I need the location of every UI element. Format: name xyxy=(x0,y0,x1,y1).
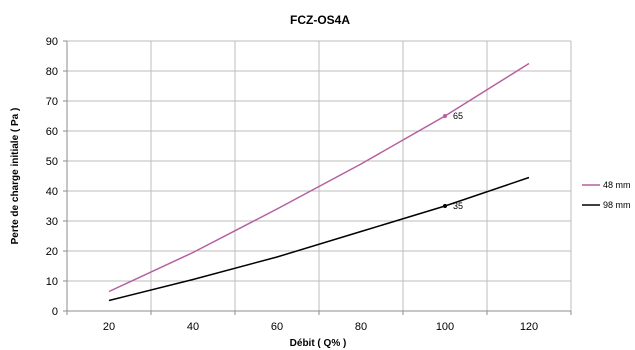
data-label: 65 xyxy=(453,111,463,121)
series-line-1 xyxy=(108,62,530,293)
data-label: 35 xyxy=(453,201,463,211)
series-lines xyxy=(108,62,530,302)
x-tick-label: 80 xyxy=(355,321,367,333)
legend-label: 48 mm xyxy=(603,180,631,190)
x-tick-label: 60 xyxy=(271,321,283,333)
y-tick-label: 80 xyxy=(46,66,58,78)
x-tick-label: 100 xyxy=(436,321,454,333)
legend-label: 98 mm xyxy=(603,200,631,210)
y-tick-label: 0 xyxy=(52,306,58,318)
y-tick-label: 70 xyxy=(46,96,58,108)
x-tick-label: 120 xyxy=(520,321,538,333)
y-tick-label: 20 xyxy=(46,246,58,258)
y-tick-label: 50 xyxy=(46,156,58,168)
x-tick-label: 40 xyxy=(187,321,199,333)
x-tick-labels: 20 40 60 80 100 120 xyxy=(103,321,538,333)
y-tick-label: 90 xyxy=(46,36,58,48)
y-tick-label: 40 xyxy=(46,186,58,198)
x-tick-label: 20 xyxy=(103,321,115,333)
series-line-2 xyxy=(108,176,530,302)
data-point-marker xyxy=(443,114,447,118)
data-point-marker xyxy=(443,204,447,208)
y-tick-labels: 0 10 20 30 40 50 60 70 80 90 xyxy=(46,36,58,318)
data-labels: 65 35 xyxy=(453,111,463,211)
legend: 48 mm 98 mm xyxy=(582,180,631,210)
axes xyxy=(63,40,572,315)
y-tick-label: 30 xyxy=(46,216,58,228)
grid xyxy=(67,40,572,311)
y-tick-label: 60 xyxy=(46,126,58,138)
y-axis-label: Perte de charge initiale ( Pa ) xyxy=(10,108,21,245)
y-tick-label: 10 xyxy=(46,276,58,288)
x-axis-label: Débit ( Q% ) xyxy=(290,338,347,349)
chart-title: FCZ-OS4A xyxy=(290,13,350,27)
